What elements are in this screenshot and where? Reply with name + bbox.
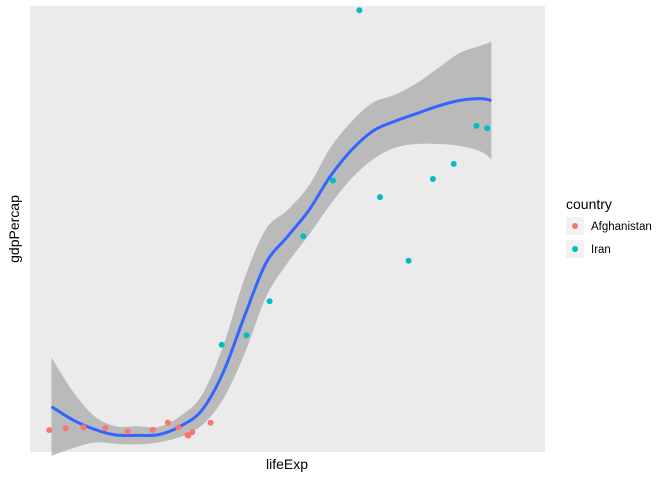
legend-swatch-iran [572,246,578,252]
data-point-afghanistan [185,432,192,439]
smooth-trend-line [50,97,492,438]
data-point-afghanistan [175,424,182,431]
legend-label-afghanistan: Afghanistan [591,221,652,233]
data-point-afghanistan [80,424,87,431]
data-point-iran [473,122,480,129]
data-point-iran [329,177,336,184]
data-point-iran [484,125,491,132]
data-point-afghanistan [46,427,53,434]
legend-swatch-afghanistan [572,223,578,229]
x-axis-title: lifeExp [266,456,308,472]
legend: country Afghanistan Iran [566,196,652,258]
legend-label-iran: Iran [591,244,611,256]
data-point-afghanistan [124,428,131,435]
data-point-iran [266,298,273,305]
data-point-afghanistan [102,425,109,431]
data-point-iran [243,332,250,339]
confidence-band [51,41,492,456]
legend-title: country [566,196,612,212]
data-point-iran [377,194,383,201]
data-point-afghanistan [164,419,171,426]
data-point-iran [300,233,307,240]
data-point-afghanistan [62,425,69,432]
data-point-iran [356,7,363,14]
data-point-afghanistan [207,419,214,426]
data-point-iran [450,160,457,167]
data-point-iran [218,341,225,348]
data-point-afghanistan [189,429,196,436]
data-point-iran [405,257,412,264]
data-point-iran [429,176,436,182]
y-axis-title: gdpPercap [6,195,22,263]
data-point-afghanistan [149,426,156,433]
